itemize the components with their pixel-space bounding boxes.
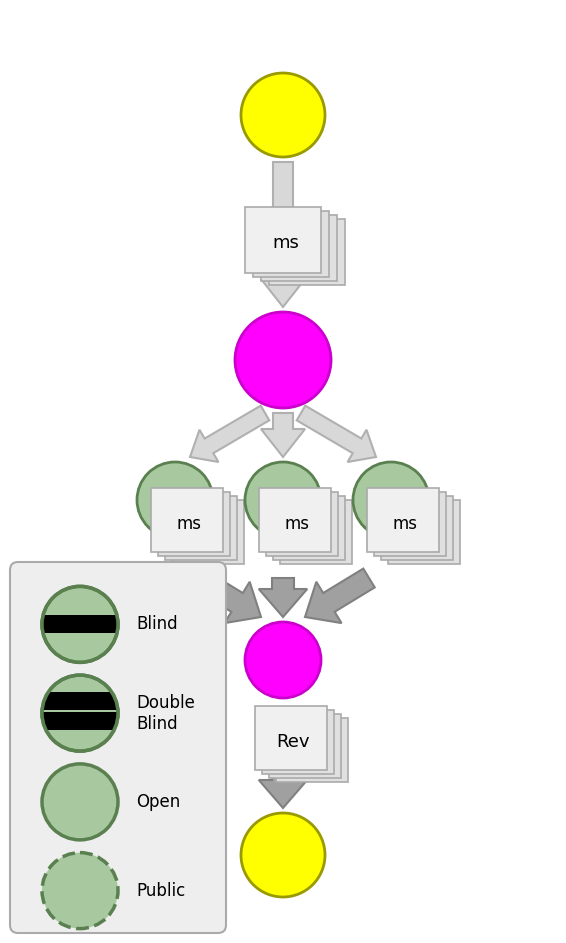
Bar — [42, 692, 118, 710]
FancyBboxPatch shape — [280, 500, 352, 564]
Text: Public: Public — [136, 882, 185, 900]
FancyArrow shape — [261, 162, 305, 307]
FancyArrow shape — [259, 738, 307, 808]
FancyBboxPatch shape — [255, 706, 327, 770]
FancyBboxPatch shape — [269, 714, 341, 778]
Text: ms: ms — [285, 515, 310, 533]
FancyBboxPatch shape — [151, 488, 223, 552]
FancyBboxPatch shape — [165, 496, 237, 560]
FancyBboxPatch shape — [253, 210, 329, 276]
Bar — [42, 616, 118, 634]
Circle shape — [42, 587, 118, 662]
Circle shape — [241, 73, 325, 157]
FancyArrow shape — [297, 405, 376, 462]
Text: Double
Blind: Double Blind — [136, 694, 195, 733]
FancyBboxPatch shape — [374, 492, 446, 556]
FancyBboxPatch shape — [259, 488, 331, 552]
FancyBboxPatch shape — [172, 500, 244, 564]
FancyArrow shape — [191, 569, 261, 623]
Text: Rev: Rev — [276, 733, 310, 751]
Text: Blind: Blind — [136, 616, 178, 634]
Circle shape — [137, 462, 213, 538]
FancyArrow shape — [259, 578, 307, 617]
Circle shape — [241, 813, 325, 897]
Text: ms: ms — [393, 515, 418, 533]
FancyBboxPatch shape — [273, 496, 345, 560]
FancyArrow shape — [305, 569, 375, 623]
Circle shape — [245, 462, 321, 538]
Circle shape — [42, 675, 118, 752]
Circle shape — [245, 622, 321, 698]
FancyBboxPatch shape — [381, 496, 453, 560]
Circle shape — [42, 764, 118, 840]
FancyArrow shape — [190, 405, 269, 462]
Text: ms: ms — [177, 515, 201, 533]
FancyBboxPatch shape — [245, 207, 321, 273]
FancyBboxPatch shape — [276, 718, 348, 782]
FancyBboxPatch shape — [269, 219, 345, 285]
FancyBboxPatch shape — [158, 492, 230, 556]
Text: Open: Open — [136, 793, 180, 811]
FancyBboxPatch shape — [388, 500, 460, 564]
FancyBboxPatch shape — [262, 710, 334, 774]
Bar — [42, 712, 118, 730]
FancyArrow shape — [261, 413, 305, 457]
Circle shape — [235, 312, 331, 408]
FancyBboxPatch shape — [367, 488, 439, 552]
Circle shape — [353, 462, 429, 538]
Text: ms: ms — [272, 235, 299, 253]
FancyBboxPatch shape — [266, 492, 338, 556]
FancyBboxPatch shape — [10, 562, 226, 933]
FancyBboxPatch shape — [261, 214, 337, 280]
Circle shape — [42, 852, 118, 929]
